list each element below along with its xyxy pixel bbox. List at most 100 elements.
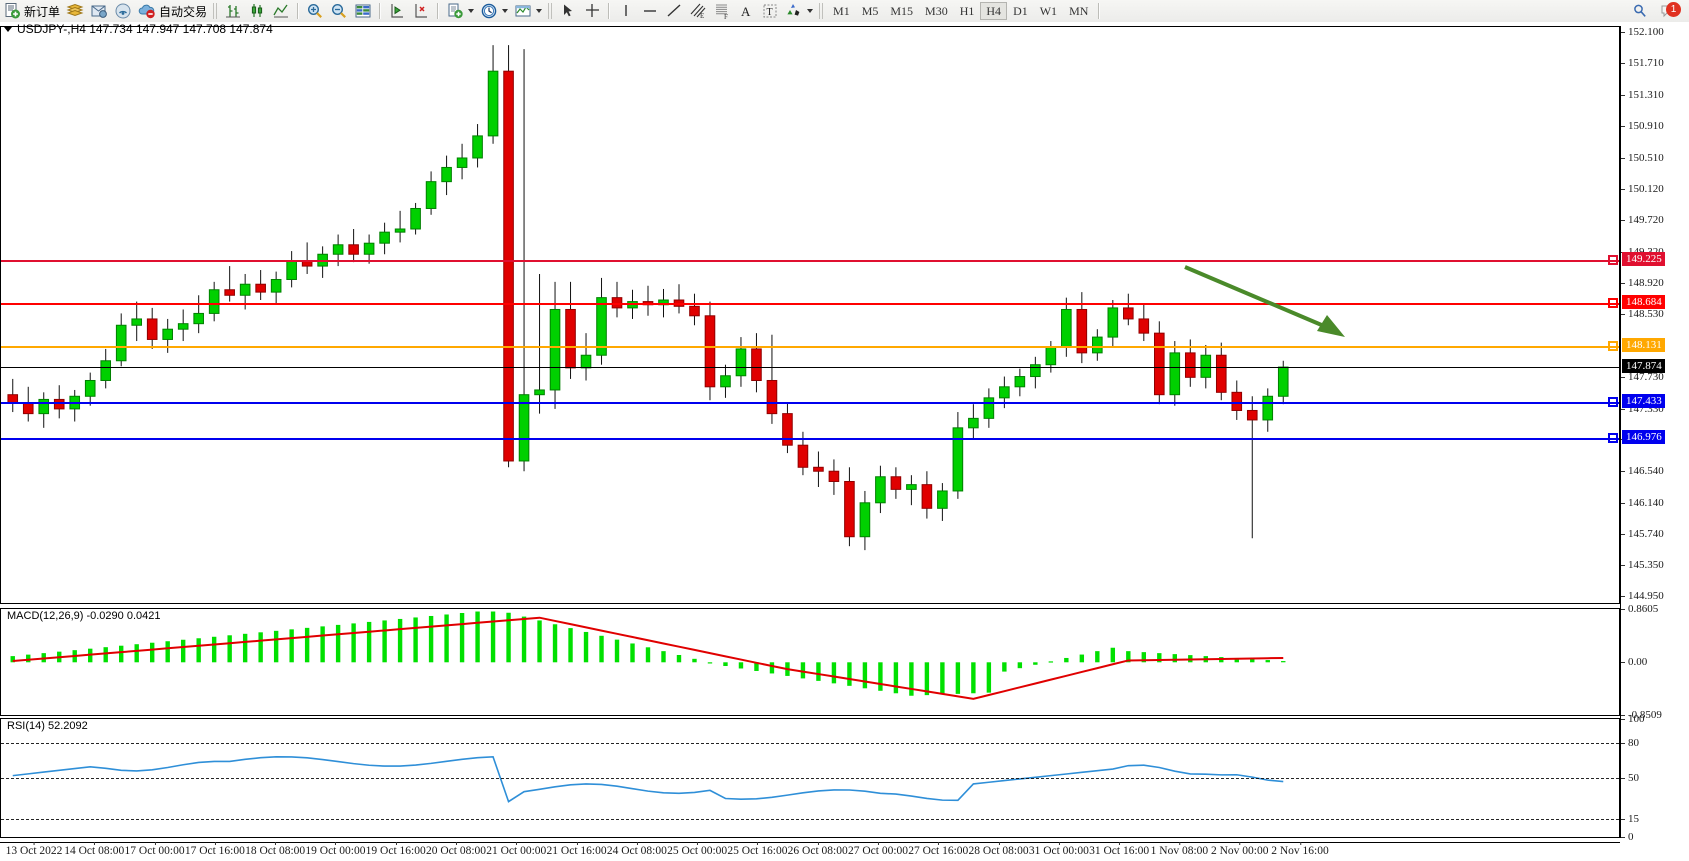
crosshair-tool-button[interactable] xyxy=(580,1,604,21)
horizontal-line-button[interactable] xyxy=(638,1,662,21)
toolbar-grip-1[interactable] xyxy=(213,3,219,19)
shapes-chevron-down-icon[interactable] xyxy=(807,9,814,13)
market-button[interactable]: 自动交易 xyxy=(135,1,210,21)
time-tick: 26 Oct 08:00 xyxy=(787,842,848,857)
rsi-gridline xyxy=(1,742,1619,744)
zoom-in-button[interactable] xyxy=(303,1,327,21)
toolbar-separator-4 xyxy=(608,3,611,19)
rsi-tick: 80 xyxy=(1621,737,1639,749)
price-line-resistance-2[interactable] xyxy=(1,260,1619,263)
notification-badge: 1 xyxy=(1666,2,1681,17)
price-axis[interactable]: 152.100 151.710 151.310 150.910 150.510 150.1… xyxy=(1620,26,1689,843)
price-line-resistance-1[interactable] xyxy=(1,302,1619,305)
macd-pane[interactable]: MACD(12,26,9) -0.0290 0.0421 xyxy=(0,608,1620,716)
crosshair-icon xyxy=(583,2,601,20)
time-tick: 28 Oct 08:00 xyxy=(968,842,1029,857)
indicators-icon xyxy=(514,2,532,20)
shapes-button[interactable] xyxy=(782,1,816,21)
candlestick-chart-button[interactable] xyxy=(245,1,269,21)
auto-scroll-button[interactable] xyxy=(409,1,433,21)
zoom-out-button[interactable] xyxy=(327,1,351,21)
down-trend-arrow[interactable] xyxy=(1181,257,1361,352)
line-chart-button[interactable] xyxy=(269,1,293,21)
time-tick: 21 Oct 00:00 xyxy=(486,842,547,857)
horizontal-line-icon xyxy=(641,2,659,20)
signals-button[interactable] xyxy=(111,1,135,21)
price-axis-label-support-2[interactable]: 146.976 xyxy=(1622,429,1665,444)
templates-button[interactable] xyxy=(443,1,477,21)
notification-icon[interactable]: 1 xyxy=(1659,2,1681,20)
price-line-last-price[interactable] xyxy=(1,366,1619,368)
zoom-in-icon xyxy=(306,2,324,20)
shift-end-button[interactable] xyxy=(385,1,409,21)
price-axis-label-last-price[interactable]: 147.874 xyxy=(1622,358,1665,373)
journal-button[interactable] xyxy=(63,1,87,21)
timeframe-h1-button[interactable]: H1 xyxy=(959,4,975,18)
symbol-header[interactable]: USDJPY-,H4 147.734 147.947 147.708 147.8… xyxy=(0,22,273,36)
price-pane[interactable] xyxy=(0,26,1620,604)
text-label-button[interactable]: T xyxy=(758,1,782,21)
equidistant-channel-icon: E xyxy=(689,2,707,20)
text-button[interactable]: A xyxy=(734,1,758,21)
new-order-icon xyxy=(3,2,21,20)
period-chevron-down-icon[interactable] xyxy=(502,9,509,13)
text-label-icon: T xyxy=(761,2,779,20)
period-button[interactable] xyxy=(477,1,511,21)
price-tick: 150.120 xyxy=(1621,183,1664,195)
timeframe-h4-button[interactable]: H4 xyxy=(980,2,1008,20)
bar-chart-button[interactable] xyxy=(221,1,245,21)
svg-text:A: A xyxy=(741,4,751,19)
templates-chevron-down-icon[interactable] xyxy=(468,9,475,13)
trendline-icon xyxy=(665,2,683,20)
trendline-button[interactable] xyxy=(662,1,686,21)
signal-icon xyxy=(114,2,132,20)
fibonacci-button[interactable]: F xyxy=(710,1,734,21)
data-window-button[interactable] xyxy=(351,1,375,21)
timeframe-m1-button[interactable]: M1 xyxy=(833,4,850,18)
chart-area[interactable]: USDJPY-,H4 147.734 147.947 147.708 147.8… xyxy=(0,22,1689,861)
price-line-support-1[interactable] xyxy=(1,401,1619,404)
price-tick: 151.710 xyxy=(1621,57,1664,69)
templates-icon xyxy=(446,2,464,20)
timeframe-m30-button[interactable]: M30 xyxy=(925,4,948,18)
price-axis-label-pivot[interactable]: 148.131 xyxy=(1622,338,1665,353)
vertical-line-button[interactable] xyxy=(614,1,638,21)
cloud-icon xyxy=(138,2,156,20)
shapes-icon xyxy=(785,2,803,20)
rsi-tick: 50 xyxy=(1621,772,1639,784)
chart-menu-chevron-down-icon[interactable] xyxy=(4,26,12,32)
timeframe-group: M1 M5 M15 M30 H1 H4 D1 W1 MN xyxy=(827,2,1094,20)
new-order-button[interactable]: 新订单 xyxy=(0,1,63,21)
time-tick: 17 Oct 16:00 xyxy=(184,842,245,857)
timeframe-d1-button[interactable]: D1 xyxy=(1013,4,1028,18)
toolbar-grip-3[interactable] xyxy=(819,3,825,19)
cursor-icon xyxy=(559,2,577,20)
search-icon[interactable] xyxy=(1631,2,1649,20)
svg-text:T: T xyxy=(767,7,773,18)
price-candles xyxy=(7,45,1289,551)
mailbox-button[interactable] xyxy=(87,1,111,21)
toolbar-grip-2[interactable] xyxy=(548,3,554,19)
time-tick: 18 Oct 08:00 xyxy=(245,842,306,857)
price-line-support-2[interactable] xyxy=(1,437,1619,440)
timeframe-m15-button[interactable]: M15 xyxy=(890,4,914,18)
price-axis-label-resistance-2[interactable]: 149.225 xyxy=(1622,252,1665,267)
equidistant-channel-button[interactable]: E xyxy=(686,1,710,21)
time-tick: 24 Oct 08:00 xyxy=(606,842,667,857)
time-axis[interactable]: 13 Oct 2022 14 Oct 08:00 17 Oct 00:00 17 Oc… xyxy=(0,842,1620,861)
cursor-tool-button[interactable] xyxy=(556,1,580,21)
timeframe-mn-button[interactable]: MN xyxy=(1069,4,1089,18)
indicators-button[interactable] xyxy=(511,1,545,21)
price-tick: 152.100 xyxy=(1621,26,1664,38)
timeframe-w1-button[interactable]: W1 xyxy=(1039,4,1058,18)
price-axis-label-support-1[interactable]: 147.433 xyxy=(1622,393,1665,408)
auto-trading-label: 自动交易 xyxy=(159,4,208,19)
indicators-chevron-down-icon[interactable] xyxy=(536,9,543,13)
timeframe-m5-button[interactable]: M5 xyxy=(861,4,879,18)
price-line-pivot[interactable] xyxy=(1,346,1619,349)
main-toolbar: 新订单 xyxy=(0,0,1689,23)
rsi-pane[interactable]: RSI(14) 52.2092 xyxy=(0,718,1620,838)
time-tick: 27 Oct 16:00 xyxy=(908,842,969,857)
price-axis-label-resistance-1[interactable]: 148.684 xyxy=(1622,294,1665,309)
time-tick: 2 Nov 00:00 xyxy=(1210,842,1269,857)
